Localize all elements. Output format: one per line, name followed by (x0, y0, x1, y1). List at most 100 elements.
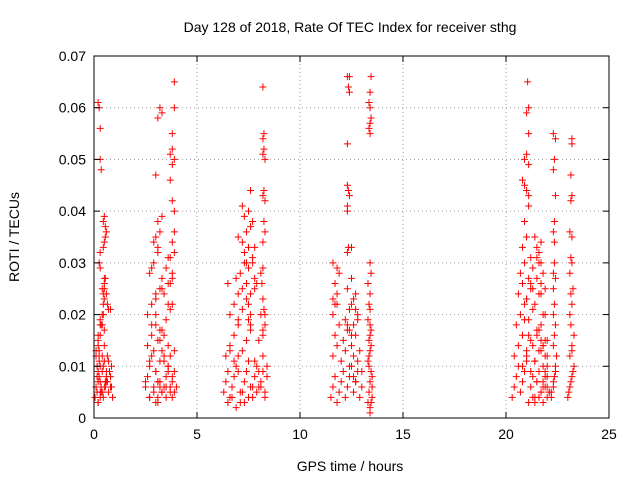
gridlines (94, 56, 609, 418)
data-point-marker (531, 233, 539, 241)
data-point-marker (150, 347, 158, 355)
data-point-marker (533, 243, 541, 251)
data-point-marker (533, 274, 541, 282)
data-point-marker (333, 290, 341, 298)
data-point-marker (104, 357, 112, 365)
data-point-marker (365, 336, 373, 344)
data-point-marker (567, 321, 575, 329)
data-point-marker (253, 362, 261, 370)
data-point-marker (251, 285, 259, 293)
data-point-marker (521, 155, 529, 163)
data-point-marker (154, 217, 162, 225)
data-point-marker (523, 150, 531, 158)
data-point-marker (331, 300, 339, 308)
data-point-marker (539, 398, 547, 406)
data-point-marker (263, 373, 271, 381)
data-point-marker (108, 383, 116, 391)
y-axis-ticks: 0 0.01 0.02 0.03 0.04 0.05 0.06 0.07 (59, 48, 609, 426)
data-point-marker (343, 73, 351, 81)
data-point-marker (364, 357, 372, 365)
data-point-marker (568, 347, 576, 355)
data-point-marker (148, 352, 156, 360)
data-point-marker (261, 393, 269, 401)
data-point-marker (156, 228, 164, 236)
data-point-marker (366, 321, 374, 329)
data-point-marker (564, 393, 572, 401)
data-point-marker (160, 331, 168, 339)
x-axis-label: GPS time / hours (297, 458, 404, 474)
data-point-marker (154, 243, 162, 251)
data-point-marker (224, 367, 232, 375)
data-point-marker (96, 331, 104, 339)
data-point-marker (343, 181, 351, 189)
data-point-marker (521, 300, 529, 308)
data-point-marker (508, 393, 516, 401)
data-point-marker (261, 321, 269, 329)
data-point-marker (512, 321, 520, 329)
data-point-marker (551, 135, 559, 143)
data-point-marker (344, 83, 352, 91)
x-axis-ticks: 0 5 10 15 20 25 (90, 56, 617, 442)
data-point-marker (345, 192, 353, 200)
data-point-marker (222, 352, 230, 360)
data-point-marker (259, 295, 267, 303)
data-point-marker (148, 264, 156, 272)
data-point-marker (95, 347, 103, 355)
data-point-marker (144, 373, 152, 381)
data-point-marker (98, 285, 106, 293)
data-point-marker (366, 404, 374, 412)
data-point-marker (228, 393, 236, 401)
data-point-marker (96, 388, 104, 396)
data-point-marker (518, 331, 526, 339)
data-point-marker (339, 367, 347, 375)
data-point-marker (164, 367, 172, 375)
data-point-marker (148, 331, 156, 339)
data-point-marker (568, 135, 576, 143)
data-point-marker (101, 223, 109, 231)
data-point-marker (358, 367, 366, 375)
data-point-marker (166, 176, 174, 184)
data-point-marker (525, 202, 533, 210)
data-point-marker (253, 388, 261, 396)
data-point-marker (566, 352, 574, 360)
data-point-marker (240, 212, 248, 220)
data-point-marker (148, 321, 156, 329)
data-point-marker (341, 347, 349, 355)
data-point-marker (172, 383, 180, 391)
data-point-marker (366, 378, 374, 386)
data-point-marker (170, 388, 178, 396)
data-point-marker (365, 362, 373, 370)
data-point-marker (234, 233, 242, 241)
data-point-marker (549, 285, 557, 293)
data-point-marker (230, 357, 238, 365)
data-point-marker (343, 321, 351, 329)
data-point-marker (170, 347, 178, 355)
data-point-marker (260, 217, 268, 225)
data-point-marker (160, 357, 168, 365)
data-point-marker (100, 342, 108, 350)
data-point-marker (569, 367, 577, 375)
data-point-marker (251, 357, 259, 365)
data-point-marker (158, 388, 166, 396)
data-point-marker (228, 383, 236, 391)
data-point-marker (529, 393, 537, 401)
data-point-marker (234, 290, 242, 298)
data-point-marker (247, 321, 255, 329)
data-point-marker (154, 114, 162, 122)
data-point-marker (364, 280, 372, 288)
data-point-marker (365, 300, 373, 308)
data-point-marker (247, 186, 255, 194)
data-point-marker (568, 300, 576, 308)
data-point-marker (350, 373, 358, 381)
data-point-marker (230, 373, 238, 381)
data-point-marker (260, 145, 268, 153)
data-point-marker (549, 228, 557, 236)
data-point-marker (518, 362, 526, 370)
data-point-marker (226, 347, 234, 355)
data-point-marker (232, 362, 240, 370)
data-point-marker (166, 150, 174, 158)
data-point-marker (162, 316, 170, 324)
data-point-marker (367, 367, 375, 375)
data-point-marker (365, 124, 373, 132)
data-point-marker (550, 238, 558, 246)
